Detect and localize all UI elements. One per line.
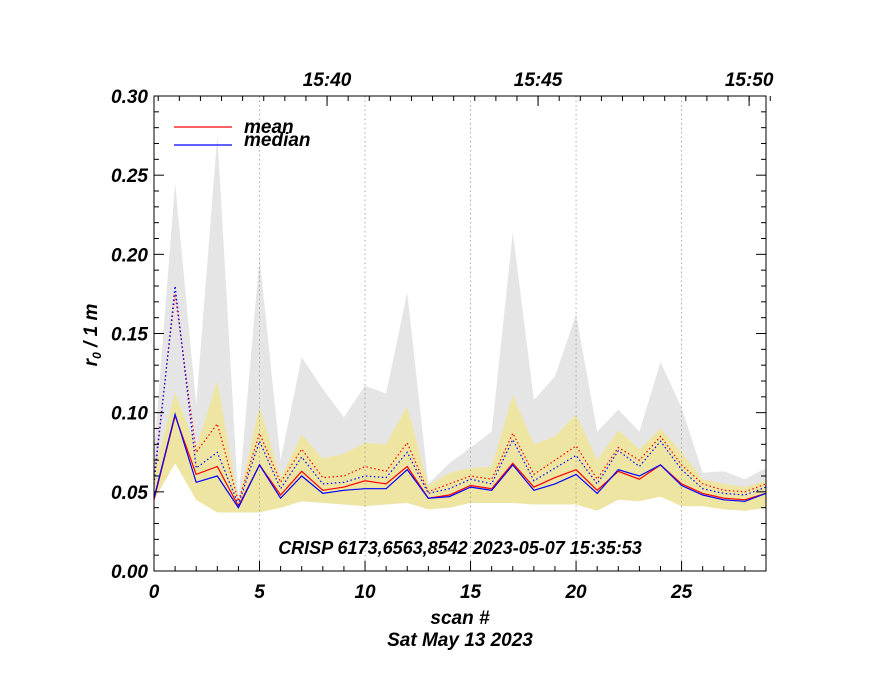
x-tick-label: 25 xyxy=(670,582,693,603)
date-label: Sat May 13 2023 xyxy=(387,630,533,651)
band-1 xyxy=(154,381,766,513)
top-time-axis: 15:40 15:45 15:50 xyxy=(157,70,774,106)
range-bands xyxy=(154,135,766,513)
y-tick-label: 0.25 xyxy=(111,166,148,187)
svg-text:r0 / 1 m: r0 / 1 m xyxy=(81,304,104,367)
x-tick-label: 5 xyxy=(254,582,265,603)
series-median-line xyxy=(153,412,767,509)
y-tick-label: 0.05 xyxy=(111,483,148,504)
legend-mean-label: mean xyxy=(244,117,294,138)
x-tick-label: 10 xyxy=(354,582,376,603)
y-axis-title-r: r xyxy=(81,357,102,366)
x-tick-label: 0 xyxy=(149,582,160,603)
y-axis-title-subscript: 0 xyxy=(90,352,104,359)
y-tick-label: 0.30 xyxy=(111,87,148,108)
legend-median-label: median xyxy=(244,130,311,151)
chart-annotation: CRISP 6173,6563,8542 2023-05-07 15:35:53 xyxy=(278,538,642,558)
x-axis-title: scan # xyxy=(430,608,490,629)
y-axis-title: r0 / 1 m xyxy=(81,304,104,367)
x-tick-label: 20 xyxy=(564,582,587,603)
top-tick-label: 15:40 xyxy=(303,70,352,91)
data-series xyxy=(153,285,767,509)
y-axis-ticks: 0.00 0.05 0.10 0.15 0.20 0.25 0.30 xyxy=(111,87,766,583)
y-tick-label: 0.15 xyxy=(111,325,148,346)
legend: mean median xyxy=(174,117,311,151)
y-tick-label: 0.20 xyxy=(111,245,148,266)
x-tick-label: 15 xyxy=(460,582,482,603)
top-tick-label: 15:50 xyxy=(725,70,774,91)
x-axis-ticks: 0 5 10 15 20 25 xyxy=(149,561,767,603)
series-dotted-3-line xyxy=(153,285,767,507)
y-axis-title-unit: / 1 m xyxy=(81,304,102,353)
y-tick-label: 0.00 xyxy=(111,562,148,583)
top-tick-label: 15:45 xyxy=(514,70,563,91)
y-tick-label: 0.10 xyxy=(111,404,148,425)
band-0 xyxy=(154,135,766,513)
